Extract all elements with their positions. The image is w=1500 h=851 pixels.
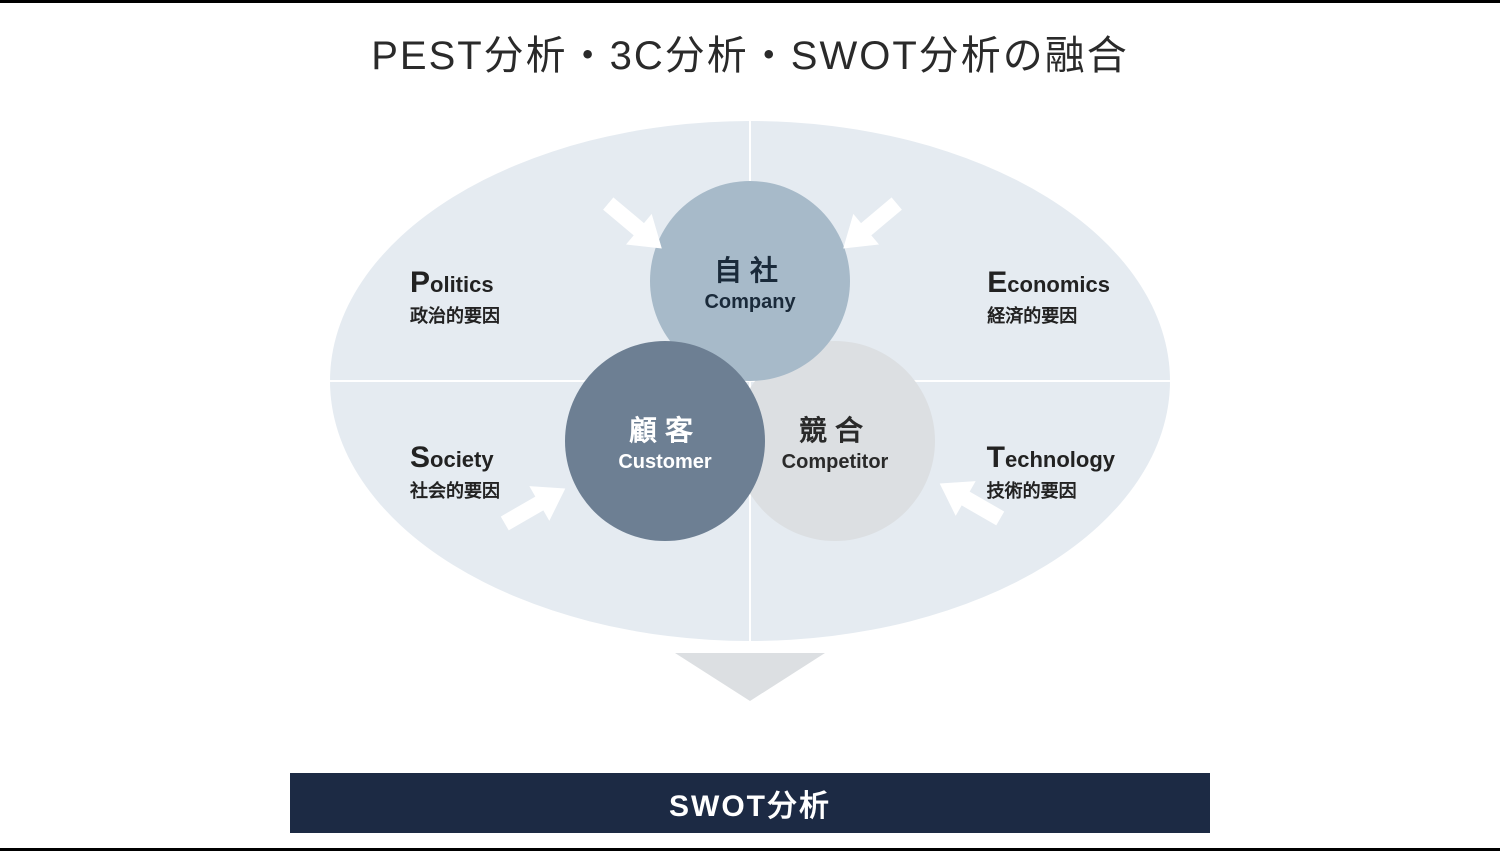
pest-quadrant-politics: Politics 政治的要因 [410,266,500,328]
pest-rest: conomics [1007,272,1110,297]
3c-en: Company [704,291,795,314]
3c-jp: 顧客 [629,409,701,449]
3c-jp: 自社 [714,249,786,289]
pest-quadrant-society: Society 社会的要因 [410,441,500,503]
pest-cap: T [987,441,1005,474]
diagram-area: Politics 政治的要因 Economics 経済的要因 Society 社… [330,121,1170,661]
pest-quadrant-technology: Technology 技術的要因 [987,441,1115,503]
pest-jp: 社会的要因 [410,477,500,503]
pest-jp: 経済的要因 [987,302,1110,328]
pest-rest: ociety [430,447,494,472]
pest-jp: 政治的要因 [410,302,500,328]
pest-cap: P [410,266,430,299]
page-title: PEST分析・3C分析・SWOT分析の融合 [0,3,1500,81]
pest-rest: olitics [430,272,494,297]
down-arrow-icon [675,653,825,701]
pest-quadrant-economics: Economics 経済的要因 [987,266,1110,328]
pest-cap: S [410,441,430,474]
3c-en: Competitor [782,451,889,474]
3c-jp: 競合 [799,409,871,449]
3c-en: Customer [618,451,711,474]
pest-rest: echnology [1005,447,1115,472]
swot-bar: SWOT分析 [290,773,1210,833]
3c-circle-customer: 顧客 Customer [565,341,765,541]
pest-cap: E [987,266,1007,299]
